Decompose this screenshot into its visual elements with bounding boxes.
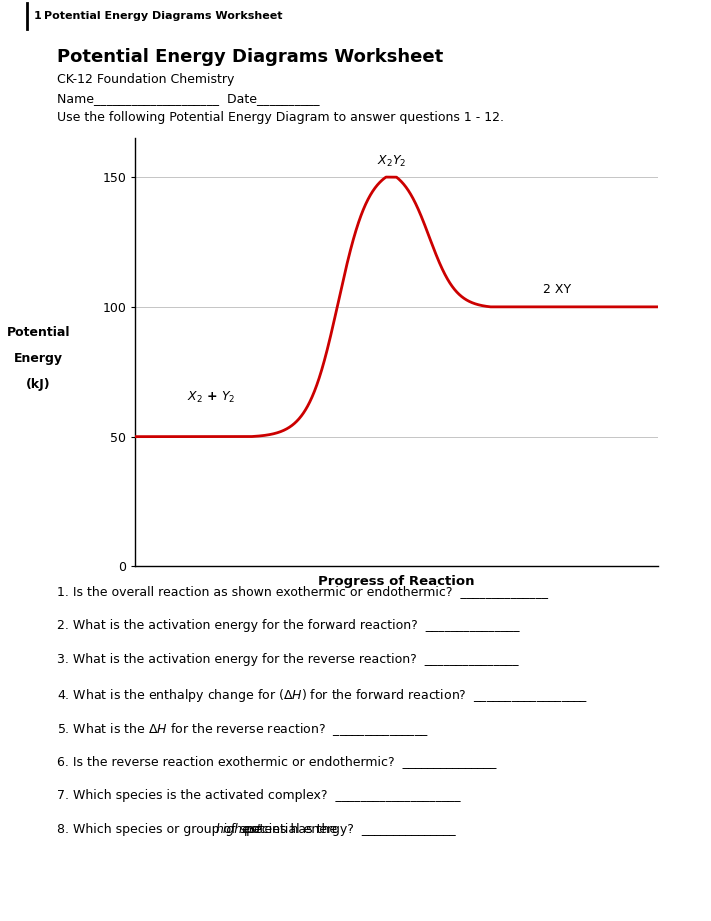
Text: 3. What is the activation energy for the reverse reaction?  _______________: 3. What is the activation energy for the…	[57, 653, 518, 666]
Text: Potential Energy Diagrams Worksheet: Potential Energy Diagrams Worksheet	[44, 11, 282, 21]
Text: highest: highest	[215, 823, 262, 836]
Text: $X_2Y_2$: $X_2Y_2$	[377, 154, 406, 169]
Text: potential energy?  _______________: potential energy? _______________	[240, 823, 456, 836]
Text: 7. Which species is the activated complex?  ____________________: 7. Which species is the activated comple…	[57, 789, 461, 802]
Text: Potential Energy Diagrams Worksheet: Potential Energy Diagrams Worksheet	[57, 48, 443, 66]
Text: 1: 1	[34, 11, 42, 21]
Text: 5. What is the $\Delta H$ for the reverse reaction?  _______________: 5. What is the $\Delta H$ for the revers…	[57, 721, 429, 738]
Text: Energy: Energy	[14, 352, 63, 366]
Text: 8. Which species or group of species has the: 8. Which species or group of species has…	[57, 823, 341, 836]
Text: 2. What is the activation energy for the forward reaction?  _______________: 2. What is the activation energy for the…	[57, 619, 519, 632]
Text: Name____________________  Date__________: Name____________________ Date__________	[57, 92, 319, 105]
Text: 2 XY: 2 XY	[542, 284, 571, 297]
Text: 6. Is the reverse reaction exothermic or endothermic?  _______________: 6. Is the reverse reaction exothermic or…	[57, 755, 496, 768]
Text: CK-12 Foundation Chemistry: CK-12 Foundation Chemistry	[57, 73, 234, 86]
Text: Use the following Potential Energy Diagram to answer questions 1 - 12.: Use the following Potential Energy Diagr…	[57, 111, 504, 124]
Text: 1. Is the overall reaction as shown exothermic or endothermic?  ______________: 1. Is the overall reaction as shown exot…	[57, 585, 548, 598]
Text: 4. What is the enthalpy change for $(\Delta H)$ for the forward reaction?  _____: 4. What is the enthalpy change for $(\De…	[57, 687, 588, 704]
Text: (kJ): (kJ)	[26, 379, 50, 391]
X-axis label: Progress of Reaction: Progress of Reaction	[318, 575, 475, 588]
Text: Potential: Potential	[6, 326, 70, 339]
Text: $X_2$ + $Y_2$: $X_2$ + $Y_2$	[188, 391, 236, 405]
